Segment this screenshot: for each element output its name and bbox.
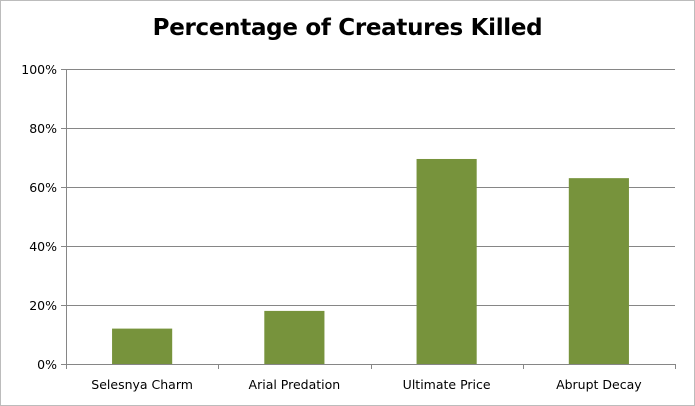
bar (568, 178, 629, 364)
y-tick-label: 60% (29, 180, 57, 195)
y-tick-label: 100% (21, 62, 57, 77)
x-tick-label: Abrupt Decay (556, 377, 642, 392)
bar (112, 328, 173, 364)
x-tick-label: Ultimate Price (403, 377, 491, 392)
y-tick-label: 20% (29, 298, 57, 313)
y-tick-label: 80% (29, 121, 57, 136)
y-tick-label: 40% (29, 239, 57, 254)
bar (264, 310, 325, 364)
x-tick-label: Selesnya Charm (91, 377, 193, 392)
y-tick-label: 0% (37, 357, 57, 372)
x-tick-label: Arial Predation (249, 377, 341, 392)
bar (416, 158, 477, 364)
chart-title: Percentage of Creatures Killed (152, 15, 543, 41)
